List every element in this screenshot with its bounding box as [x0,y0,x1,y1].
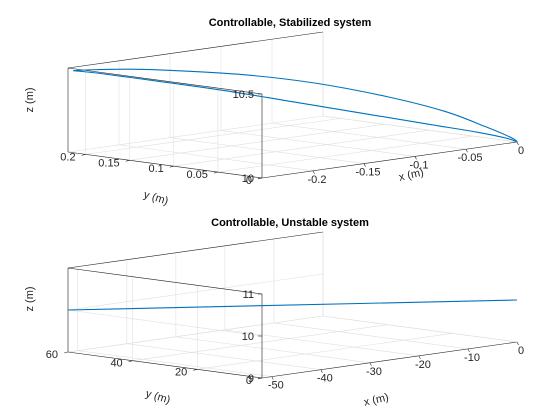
z-tick-label: 10 [242,173,254,185]
x-tick-mark [516,341,519,346]
floor-grid-line-x [271,122,467,150]
y-tick-label: 0.1 [149,163,164,175]
z-tick-label: 10.5 [233,89,254,101]
y-tick-mark [63,351,69,354]
floor-grid-line-y [132,324,388,361]
box-edge [67,67,263,95]
floor-grid-line-x [224,329,419,357]
unstable-tick-labels: -50 -40 -30 -20 -10 0 0 20 40 60 9 10 11 [46,289,524,392]
y-tick-label: 20 [175,366,187,378]
stabilized-grid [67,31,518,179]
y-tick-mark [193,369,198,371]
stabilized-series [73,68,518,143]
z-tick-label: 11 [243,289,254,301]
unstable-plot-title: Controllable, Unstable system [211,217,369,229]
x-tick-label: -10 [464,352,480,364]
unstable-series [67,299,518,311]
box-edge [67,267,263,295]
floor-grid-line-x [169,137,365,164]
unstable-plot: Controllable, Unstable system -50-40-30-… [24,217,524,409]
y-axis-line [67,351,263,379]
unstable-y-axis-label: y (m) [144,388,171,407]
unstable-axes-box [63,231,519,380]
floor-grid-line-x [77,350,272,377]
x-tick-mark [465,149,468,153]
unstable-x-axis-label: x (m) [363,391,390,408]
x-tick-label: -0.2 [308,174,327,186]
y-tick-mark [81,154,86,156]
y-tick-label: 60 [46,349,58,361]
floor-grid-line-y [197,333,453,370]
x-tick-label: -40 [317,373,333,385]
unstable-z-axis-label: z (m) [24,286,36,311]
stabilized-plot: Controllable, Stabilized system -0.2 -0.1… [24,17,524,208]
floor-grid-line-x [118,144,314,172]
trajectory-line-0 [73,68,518,143]
x-axis-line [261,141,518,179]
stabilized-axes-box [67,31,519,180]
y-tick-label: 0.2 [60,151,75,163]
x-tick-mark [414,156,417,160]
x-tick-label: -20 [415,359,431,371]
x-tick-mark [467,348,470,353]
y-tick-mark [128,360,133,362]
x-tick-mark [320,369,323,373]
back-grid-line-z [67,315,324,353]
z-tick-label: 10 [242,331,254,343]
x-tick-label: -50 [268,380,284,392]
y-tick-label: 0 [246,375,252,387]
y-tick-mark [125,159,130,162]
y-tick-mark [213,171,218,174]
x-tick-mark [312,170,315,174]
x-tick-label: -0.05 [457,152,482,164]
z-tick-label: 9 [248,373,254,385]
stabilized-tick-labels: -0.2 -0.15 -0.1 -0.05 0 0 0.05 0.1 0.15 0.2 10 10.5 [60,89,524,187]
stabilized-z-axis-label: z (m) [24,87,36,112]
y-tick-label: 0.15 [98,157,119,169]
floor-grid-line-y [85,118,341,155]
stabilized-plot-title: Controllable, Stabilized system [209,17,372,29]
x-tick-label: -30 [366,366,382,378]
floor-grid-line-y [217,135,473,173]
x-tick-label: 0 [518,145,524,157]
x-tick-label: 0 [518,345,524,357]
y-tick-label: 40 [110,358,122,370]
stabilized-y-axis-label: y (m) [142,189,169,208]
box-edge [322,115,518,143]
x-tick-mark [418,355,421,359]
floor-grid-line-x [220,130,416,157]
side-grid-line-z [67,309,263,337]
x-axis-line [261,341,518,379]
x-tick-mark [271,376,274,380]
box-edge [67,231,324,269]
box-edge [67,31,324,69]
x-tick-mark [369,362,372,366]
floor-grid-line-x [273,322,468,350]
floor-grid-line-x [126,343,321,370]
stabilized-x-axis-label: x (m) [398,166,425,183]
y-axis-line [67,151,263,179]
floor-grid-line-x [175,336,370,364]
y-tick-mark [169,165,174,168]
back-grid-line-z [67,115,324,153]
x-tick-mark [516,141,519,146]
y-tick-label: 0 [246,175,252,187]
back-grid-line-z [67,273,324,311]
trajectory-line-0 [67,299,518,311]
y-tick-label: 0.05 [186,169,207,181]
x-tick-mark [363,163,366,167]
box-edge [322,315,518,343]
x-tick-label: -0.1 [410,159,429,171]
floor-grid-line-y [129,123,385,161]
floor-grid-line-y [173,129,429,167]
x-tick-label: -0.15 [355,167,380,179]
